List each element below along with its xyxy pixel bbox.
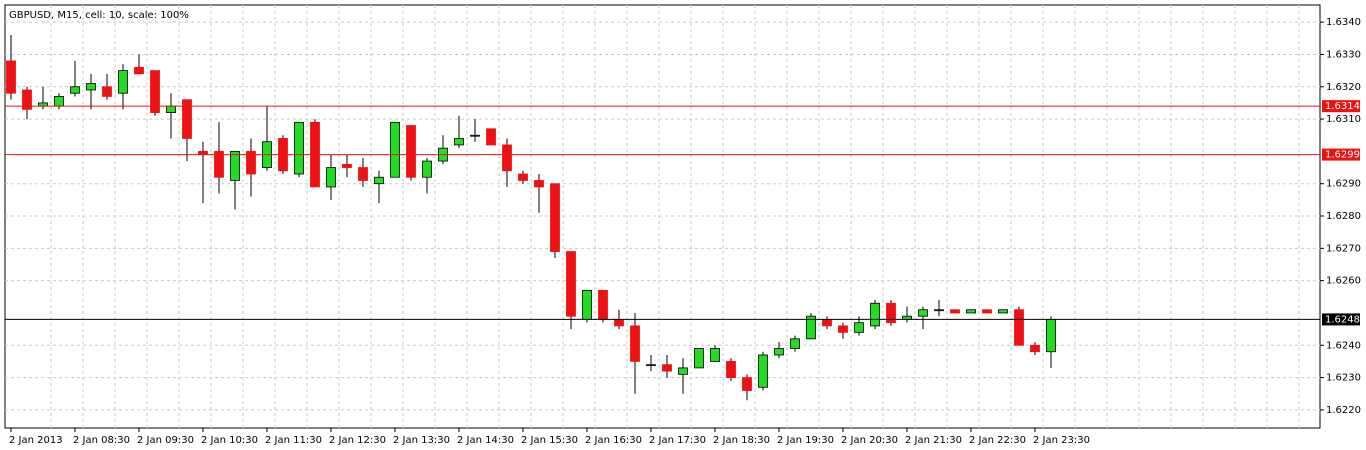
y-tick-label: 1.6260 [1326,276,1361,287]
candle-body [486,128,496,146]
price-label-box [1322,148,1360,161]
x-tick-label: 2 Jan 17:30 [649,435,706,446]
x-tick-label: 2 Jan 12:30 [329,435,386,446]
candle-body [534,180,544,188]
candle-body [566,251,576,317]
y-tick-label: 1.6240 [1326,340,1361,351]
candle-body [342,163,352,168]
candle-body [982,309,992,314]
y-tick-label: 1.6270 [1326,243,1361,254]
candle-body [470,134,480,137]
candle-body [294,121,304,175]
candle-body [646,364,656,367]
x-tick-label: 2 Jan 14:30 [457,435,514,446]
plot-frame [4,4,1321,429]
candle-body [934,309,944,312]
price-label: 1.6314 [1325,101,1360,112]
chart-title: GBPUSD, M15, cell: 10, scale: 100% [9,10,189,21]
candle-body [694,348,704,369]
y-tick-label: 1.6340 [1326,17,1361,28]
candle-body [806,315,816,340]
x-tick-label: 2 Jan 23:30 [1033,435,1090,446]
candle-body [390,121,400,178]
x-tick-label: 2 Jan 22:30 [969,435,1026,446]
x-tick-label: 2 Jan 09:30 [137,435,194,446]
y-tick-label: 1.6320 [1326,82,1361,93]
price-label-box [1322,313,1360,326]
candle-body [854,322,864,333]
candle-body [726,361,736,378]
candle-body [502,144,512,172]
x-tick-label: 2 Jan 15:30 [521,435,578,446]
candle-body [678,367,688,375]
candle-body [998,309,1008,314]
candle-body [54,96,64,107]
candle-body [598,289,608,320]
candle-body [1030,344,1040,353]
x-tick-label: 2 Jan 16:30 [585,435,642,446]
x-tick-label: 2 Jan 08:30 [73,435,130,446]
x-tick-label: 2 Jan 21:30 [905,435,962,446]
candle-body [406,125,416,178]
candle-body [182,99,192,139]
candle-body [102,86,112,97]
candle-body [950,309,960,314]
y-tick-label: 1.6230 [1326,373,1361,384]
y-tick-label: 1.6310 [1326,114,1361,125]
x-tick-label: 2 Jan 11:30 [265,435,322,446]
x-tick-label: 2 Jan 2013 [9,435,63,446]
x-tick-label: 2 Jan 10:30 [201,435,258,446]
candle-body [6,60,16,94]
candle-body [22,89,32,110]
candle-body [918,309,928,317]
candle-body [630,325,640,362]
candle-body [550,183,560,252]
candle-body [758,354,768,388]
candle-body [166,105,176,114]
y-tick-label: 1.6330 [1326,49,1361,60]
candle-body [774,348,784,356]
candle-body [150,70,160,114]
candle-body [518,173,528,181]
candle-body [662,364,672,372]
candle-body [70,86,80,94]
candle-body [326,167,336,188]
candle-body [614,319,624,327]
candle-body [86,83,96,91]
price-label-box [1322,100,1360,113]
candle-body [214,150,224,178]
candle-body [1046,319,1056,353]
candle-body [454,138,464,146]
candle-body [582,289,592,320]
candle-body [374,176,384,185]
x-tick-label: 2 Jan 19:30 [777,435,834,446]
candle-body [870,302,880,327]
price-label: 1.6299 [1325,150,1360,161]
candle-body [230,150,240,181]
candle-body [966,309,976,314]
candle-body [358,167,368,181]
y-tick-label: 1.6290 [1326,179,1361,190]
x-tick-label: 2 Jan 18:30 [713,435,770,446]
y-tick-label: 1.6280 [1326,211,1361,222]
y-tick-label: 1.6220 [1326,405,1361,416]
x-tick-label: 2 Jan 20:30 [841,435,898,446]
candle-body [422,160,432,178]
price-label: 1.6248 [1325,314,1360,325]
candle-body [246,150,256,175]
candle-body [118,70,128,94]
candle-body [710,348,720,362]
candle-body [886,302,896,324]
x-tick-label: 2 Jan 13:30 [393,435,450,446]
candle-body [838,325,848,333]
candle-body [134,66,144,75]
candle-body [822,319,832,327]
candle-body [1014,309,1024,346]
candle-body [742,377,752,391]
candle-body [790,338,800,349]
